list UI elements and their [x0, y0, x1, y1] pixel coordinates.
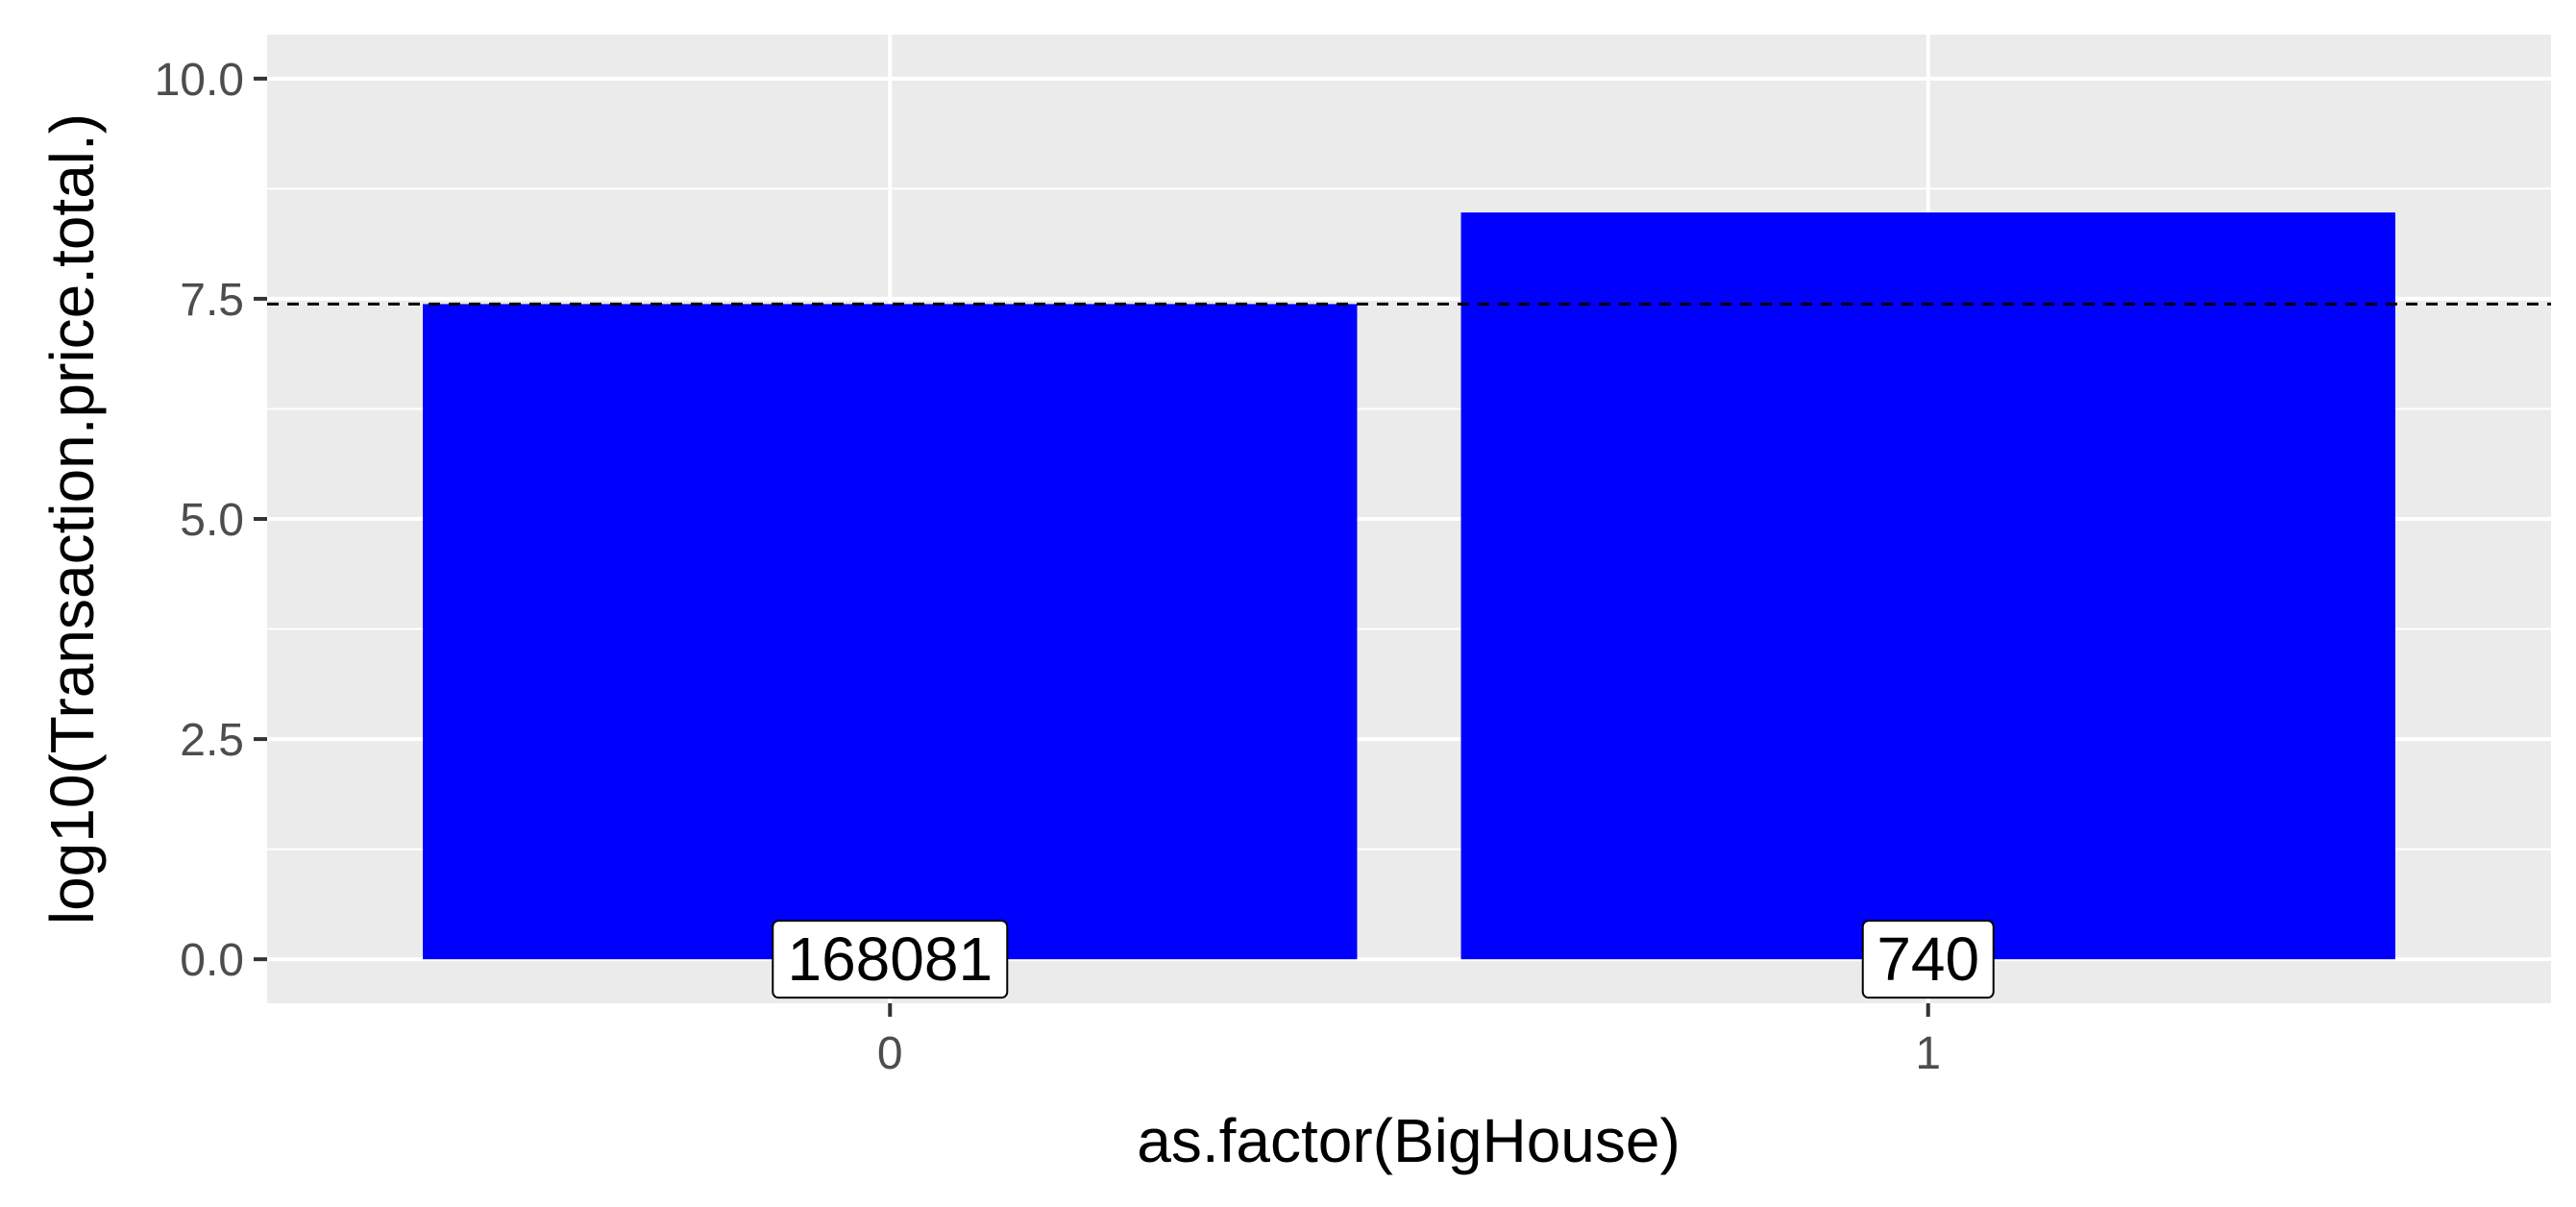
y-tick-label: 2.5 — [180, 715, 244, 766]
count-label-box — [1861, 920, 1995, 999]
y-axis-title: log10(Transaction.price.total.) — [37, 113, 107, 924]
count-label-box — [772, 920, 1009, 999]
y-tick-label: 5.0 — [180, 495, 244, 546]
y-axis: 0.0 2.5 5.0 7.5 10.0 — [155, 55, 267, 986]
y-tick-label: 10.0 — [155, 55, 244, 106]
count-label-1: 740 — [1861, 920, 1995, 999]
x-tick-label: 0 — [877, 1028, 903, 1079]
y-tick-label: 7.5 — [180, 275, 244, 326]
x-axis-title: as.factor(BigHouse) — [1137, 1106, 1681, 1175]
count-label-text: 740 — [1877, 924, 1979, 994]
y-tick-label: 0.0 — [180, 935, 244, 986]
count-label-0: 168081 — [772, 920, 1009, 999]
count-labels: 168081 740 — [772, 920, 1995, 999]
bar-1 — [1460, 212, 2395, 960]
bar-0 — [423, 304, 1358, 960]
count-label-text: 168081 — [787, 924, 993, 994]
x-tick-label: 1 — [1915, 1028, 1941, 1079]
bars — [423, 212, 2395, 960]
